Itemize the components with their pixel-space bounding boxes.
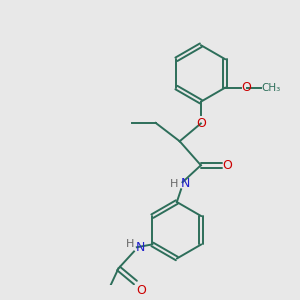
- Text: O: O: [223, 159, 232, 172]
- Text: CH₃: CH₃: [262, 82, 281, 93]
- Text: H: H: [170, 178, 178, 189]
- Text: N: N: [181, 177, 190, 190]
- Text: O: O: [241, 81, 251, 94]
- Text: N: N: [135, 241, 145, 254]
- Text: H: H: [126, 239, 134, 249]
- Text: O: O: [196, 117, 206, 130]
- Text: O: O: [136, 284, 146, 297]
